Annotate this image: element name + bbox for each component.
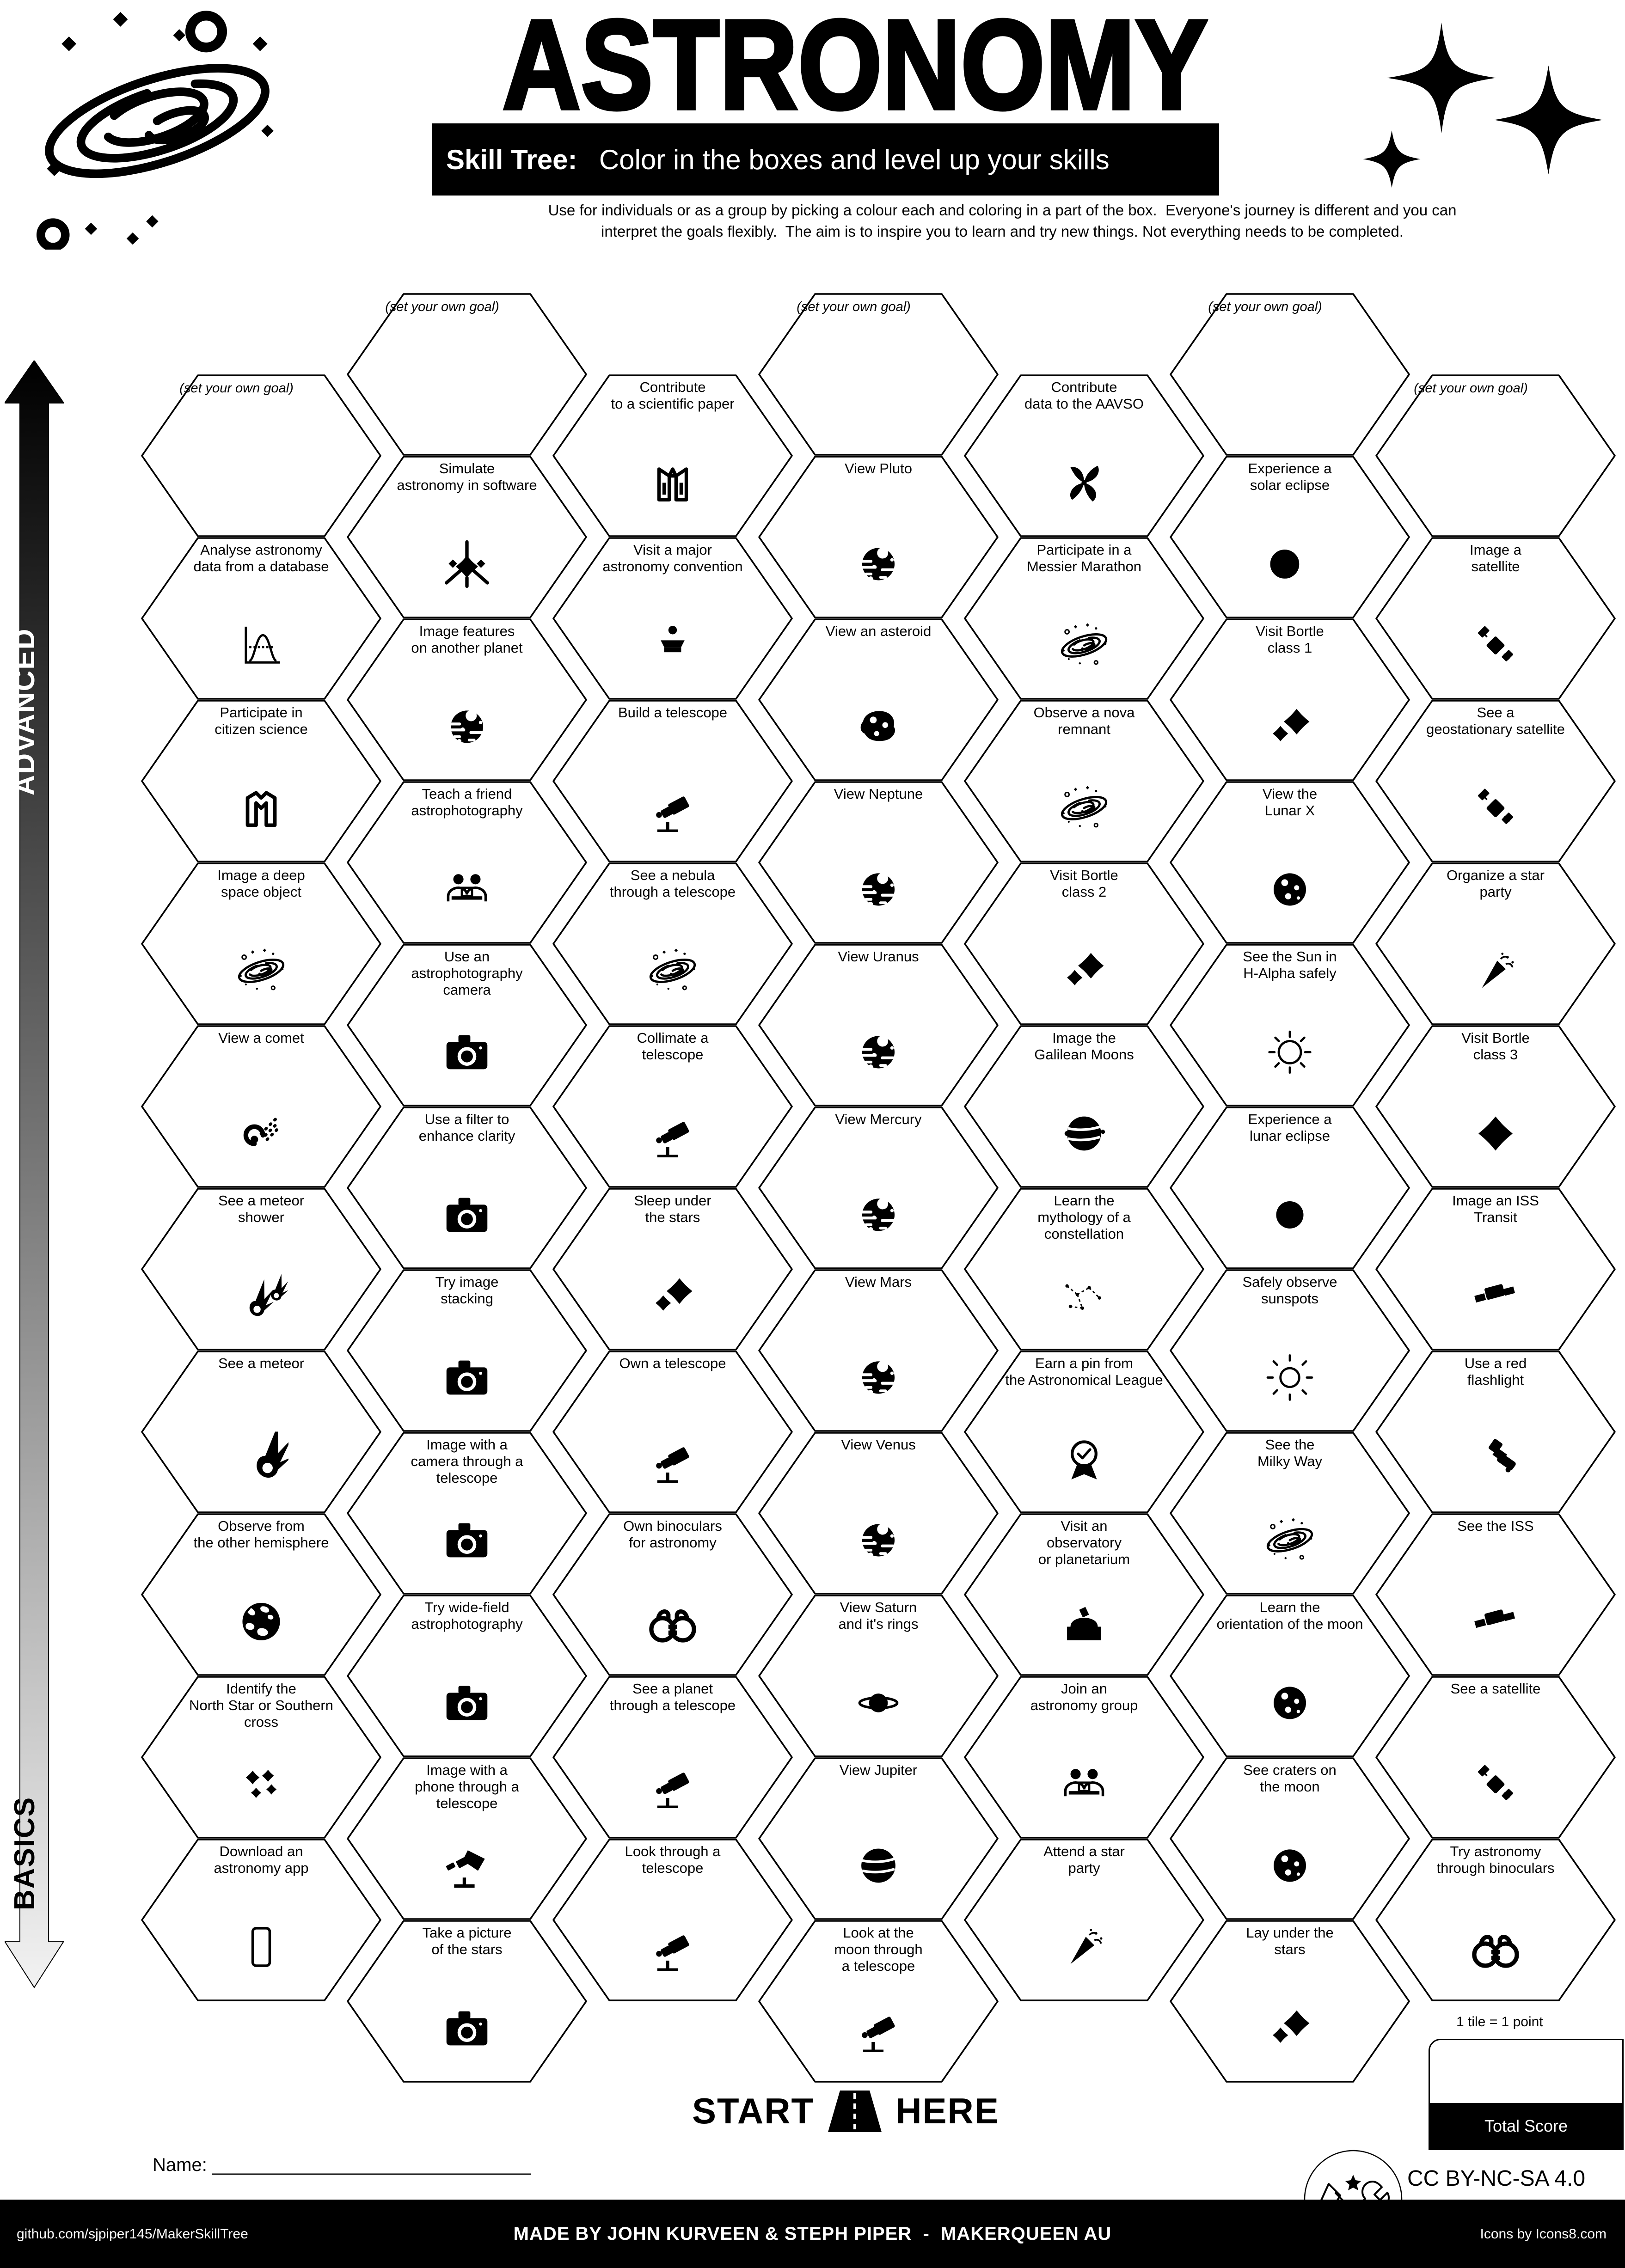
svg-text:ADVANCED: ADVANCED: [9, 628, 41, 796]
svg-text:BASICS: BASICS: [9, 1797, 41, 1910]
